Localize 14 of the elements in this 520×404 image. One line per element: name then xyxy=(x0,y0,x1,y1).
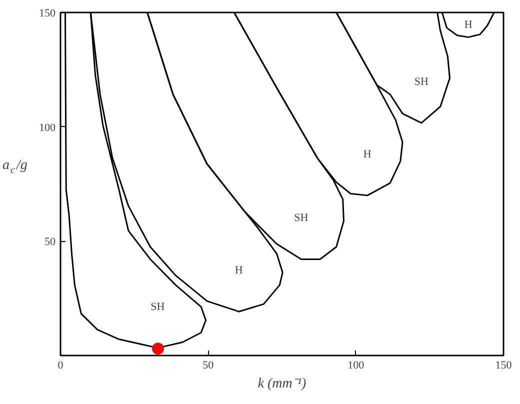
x-tick-label: 50 xyxy=(202,360,214,372)
annotation: SH xyxy=(150,300,165,313)
x-tick-label: 0 xyxy=(58,360,64,372)
x-tick-label: 150 xyxy=(495,360,512,372)
x-axis-title: k (mm⁻¹) xyxy=(258,376,307,392)
annotation: H xyxy=(363,148,372,160)
annotation: H xyxy=(234,264,243,276)
annotation: SH xyxy=(294,212,308,224)
annotation: H xyxy=(464,18,472,31)
annotation: SH xyxy=(414,76,428,88)
y-tick-label: 100 xyxy=(39,122,56,134)
y-tick-label: 150 xyxy=(39,8,56,20)
x-tick-label: 100 xyxy=(348,360,365,372)
y-tick-label: 50 xyxy=(44,236,56,248)
